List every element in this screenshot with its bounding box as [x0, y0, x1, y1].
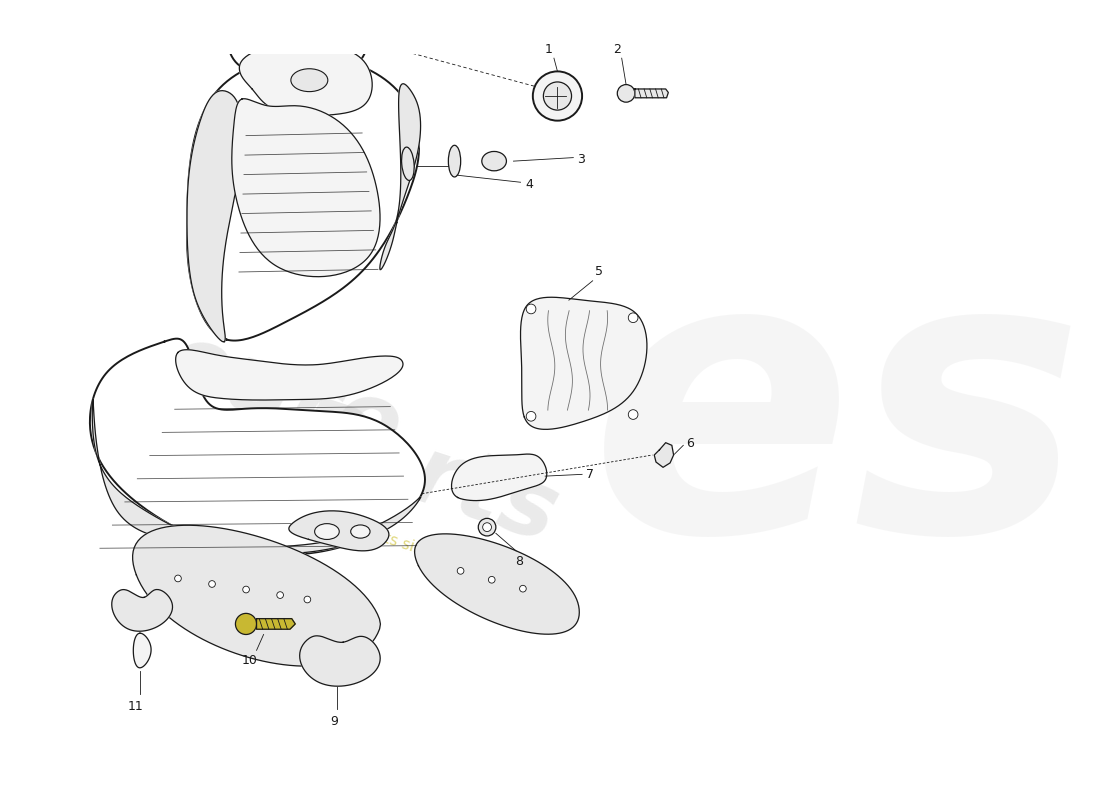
- Text: 10: 10: [242, 654, 257, 667]
- Polygon shape: [256, 618, 295, 630]
- Ellipse shape: [279, 15, 326, 43]
- Ellipse shape: [351, 525, 370, 538]
- Polygon shape: [415, 534, 580, 634]
- Polygon shape: [379, 84, 420, 270]
- Polygon shape: [299, 636, 381, 686]
- Polygon shape: [635, 89, 669, 98]
- Polygon shape: [654, 442, 673, 467]
- Polygon shape: [232, 98, 380, 277]
- Polygon shape: [240, 42, 372, 116]
- Circle shape: [628, 410, 638, 419]
- Polygon shape: [227, 0, 366, 72]
- Polygon shape: [187, 56, 419, 341]
- Circle shape: [543, 82, 572, 110]
- Text: 9: 9: [330, 715, 338, 729]
- Polygon shape: [90, 338, 425, 554]
- Text: 4: 4: [525, 178, 532, 190]
- Circle shape: [478, 518, 496, 536]
- Text: 7: 7: [586, 468, 594, 481]
- Polygon shape: [92, 399, 421, 554]
- Circle shape: [483, 522, 492, 531]
- Text: a passion for parts since 1985: a passion for parts since 1985: [258, 490, 483, 576]
- Text: 6: 6: [686, 437, 694, 450]
- Polygon shape: [133, 526, 381, 666]
- Circle shape: [617, 85, 635, 102]
- Circle shape: [526, 411, 536, 421]
- Text: 1: 1: [544, 42, 552, 55]
- Text: es: es: [590, 235, 1085, 612]
- Text: 5: 5: [595, 265, 603, 278]
- Ellipse shape: [290, 69, 328, 92]
- Ellipse shape: [482, 151, 506, 171]
- Polygon shape: [112, 590, 173, 631]
- Circle shape: [488, 577, 495, 583]
- Ellipse shape: [402, 147, 415, 181]
- Text: 2: 2: [614, 42, 622, 55]
- Circle shape: [243, 586, 250, 593]
- Circle shape: [277, 592, 284, 598]
- Polygon shape: [289, 511, 389, 551]
- Polygon shape: [187, 90, 242, 342]
- Circle shape: [458, 567, 464, 574]
- Polygon shape: [176, 350, 403, 400]
- Text: 3: 3: [576, 153, 585, 166]
- Polygon shape: [133, 634, 151, 668]
- Circle shape: [532, 71, 582, 121]
- Circle shape: [526, 304, 536, 314]
- Polygon shape: [520, 298, 647, 430]
- Ellipse shape: [315, 524, 339, 539]
- Circle shape: [175, 575, 182, 582]
- Text: euro: euro: [153, 316, 412, 478]
- Circle shape: [628, 313, 638, 322]
- Polygon shape: [451, 454, 547, 501]
- Ellipse shape: [449, 146, 461, 177]
- Text: 8: 8: [515, 555, 522, 568]
- Circle shape: [519, 586, 526, 592]
- Circle shape: [209, 581, 216, 587]
- Text: Parts: Parts: [278, 390, 569, 562]
- Circle shape: [235, 614, 256, 634]
- Text: 11: 11: [128, 700, 143, 713]
- Circle shape: [304, 596, 310, 603]
